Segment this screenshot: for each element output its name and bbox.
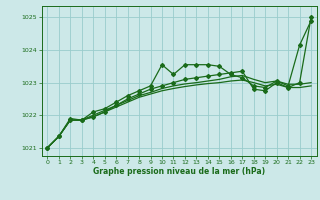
X-axis label: Graphe pression niveau de la mer (hPa): Graphe pression niveau de la mer (hPa) bbox=[93, 167, 265, 176]
